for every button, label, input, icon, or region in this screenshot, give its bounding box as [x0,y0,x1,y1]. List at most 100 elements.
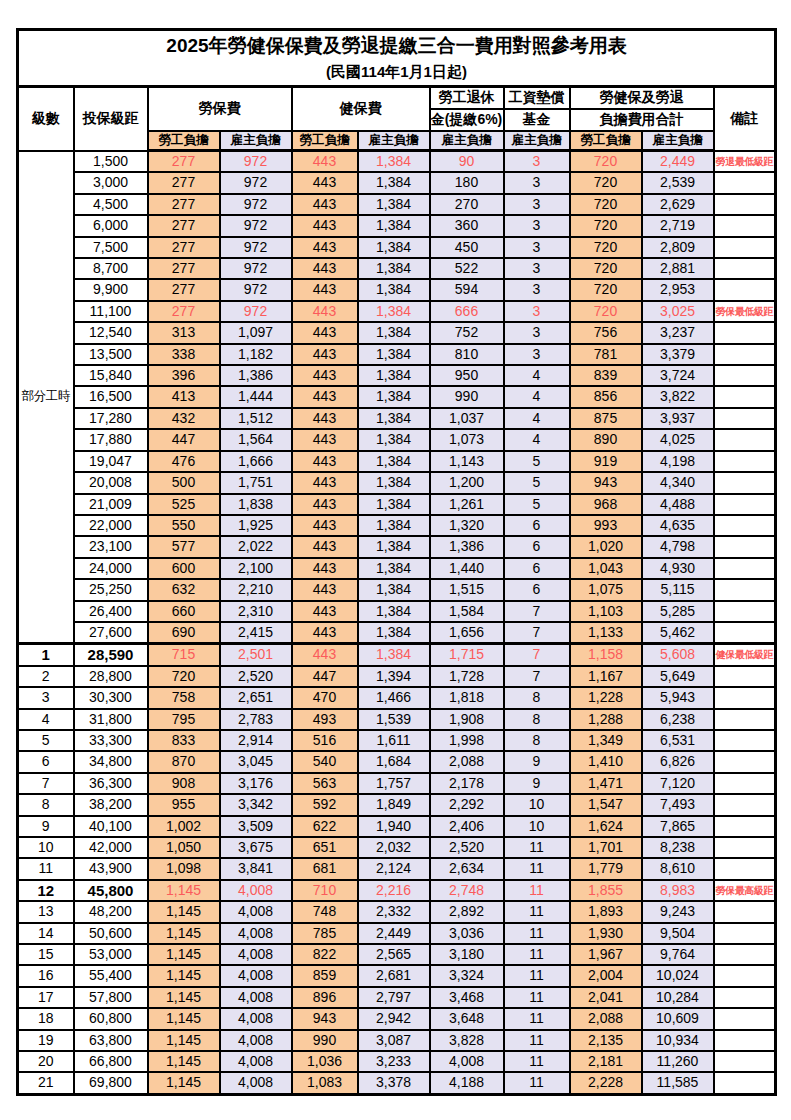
health-employee-cell: 443 [292,408,358,429]
header-note: 備註 [714,87,776,151]
pension-employer-cell: 3,648 [430,1008,504,1029]
labor-employer-cell: 972 [220,172,292,193]
note-cell [714,408,776,429]
labor-employer-cell: 1,182 [220,344,292,365]
labor-employer-cell: 3,176 [220,773,292,794]
bracket-cell: 63,800 [74,1030,148,1051]
table-row: 部分工時1,5002779724431,3849037202,449勞退最低級距 [18,151,776,173]
note-cell [714,579,776,600]
table-row: 1042,0001,0503,6756512,0322,520111,7018,… [18,837,776,858]
health-employee-cell: 443 [292,579,358,600]
header-fund-line1: 工資墊償 [504,87,570,110]
table-row: 838,2009553,3425921,8492,292101,5477,493 [18,794,776,815]
level-cell: 10 [18,837,74,858]
fund-employer-cell: 11 [504,923,570,944]
fund-employer-cell: 3 [504,279,570,300]
bracket-cell: 17,880 [74,429,148,450]
health-employer-cell: 2,797 [358,987,430,1008]
total-employee-cell: 2,181 [570,1051,642,1072]
health-employee-cell: 443 [292,558,358,579]
bracket-cell: 45,800 [74,880,148,901]
health-employee-cell: 443 [292,472,358,493]
level-cell: 5 [18,730,74,751]
total-employer-cell: 10,284 [642,987,714,1008]
pension-employer-cell: 3,180 [430,944,504,965]
labor-employer-cell: 3,342 [220,794,292,815]
bracket-cell: 17,280 [74,408,148,429]
labor-employer-cell: 1,838 [220,494,292,515]
fund-employer-cell: 11 [504,1030,570,1051]
bracket-cell: 42,000 [74,837,148,858]
table-row: 1143,9001,0983,8416812,1242,634111,7798,… [18,858,776,879]
bracket-cell: 36,300 [74,773,148,794]
fund-employer-cell: 11 [504,987,570,1008]
total-employee-cell: 720 [570,194,642,215]
labor-employer-cell: 2,520 [220,666,292,687]
health-employee-cell: 443 [292,301,358,322]
table-row: 15,8403961,3864431,38495048393,724 [18,365,776,386]
bracket-cell: 43,900 [74,858,148,879]
pension-employer-cell: 1,715 [430,644,504,666]
pension-employer-cell: 594 [430,279,504,300]
labor-employee-cell: 550 [148,515,220,536]
note-cell [714,1072,776,1094]
header-bracket: 投保級距 [74,87,148,151]
subheader-total-employee: 勞工負擔 [570,131,642,151]
note-cell [714,1051,776,1072]
health-employee-cell: 443 [292,237,358,258]
note-cell [714,194,776,215]
health-employer-cell: 3,378 [358,1072,430,1094]
fund-employer-cell: 11 [504,965,570,986]
level-cell: 7 [18,773,74,794]
total-employer-cell: 2,539 [642,172,714,193]
fund-employer-cell: 3 [504,237,570,258]
total-employee-cell: 1,228 [570,687,642,708]
table-row: 4,5002779724431,38427037202,629 [18,194,776,215]
health-employer-cell: 1,384 [358,344,430,365]
note-cell [714,837,776,858]
health-employer-cell: 2,565 [358,944,430,965]
bracket-cell: 50,600 [74,923,148,944]
total-employee-cell: 2,135 [570,1030,642,1051]
table-row: 431,8007952,7834931,5391,90881,2886,238 [18,709,776,730]
total-employer-cell: 4,635 [642,515,714,536]
note-cell [714,944,776,965]
total-employer-cell: 4,488 [642,494,714,515]
health-employer-cell: 1,384 [358,622,430,644]
bracket-cell: 12,540 [74,322,148,343]
labor-employee-cell: 313 [148,322,220,343]
bracket-cell: 38,200 [74,794,148,815]
total-employee-cell: 1,471 [570,773,642,794]
total-employee-cell: 1,288 [570,709,642,730]
health-employee-cell: 447 [292,666,358,687]
table-row: 22,0005501,9254431,3841,32069934,635 [18,515,776,536]
pension-employer-cell: 4,008 [430,1051,504,1072]
fund-employer-cell: 11 [504,1051,570,1072]
table-row: 27,6006902,4154431,3841,65671,1335,462 [18,622,776,644]
total-employer-cell: 8,983 [642,880,714,901]
labor-employee-cell: 1,145 [148,1008,220,1029]
labor-employer-cell: 1,386 [220,365,292,386]
table-row: 228,8007202,5204471,3941,72871,1675,649 [18,666,776,687]
pension-employer-cell: 2,892 [430,901,504,922]
total-employee-cell: 1,075 [570,579,642,600]
table-row: 19,0474761,6664431,3841,14359194,198 [18,451,776,472]
total-employee-cell: 968 [570,494,642,515]
fund-employer-cell: 5 [504,472,570,493]
health-employee-cell: 443 [292,644,358,666]
fund-employer-cell: 11 [504,1008,570,1029]
level-cell: 13 [18,901,74,922]
pension-employer-cell: 90 [430,151,504,173]
pension-employer-cell: 1,143 [430,451,504,472]
pension-employer-cell: 1,037 [430,408,504,429]
note-cell [714,237,776,258]
table-row: 330,3007582,6514701,4661,81881,2285,943 [18,687,776,708]
fund-employer-cell: 6 [504,536,570,557]
level-cell: 14 [18,923,74,944]
level-cell: 12 [18,880,74,901]
bracket-cell: 1,500 [74,151,148,173]
total-employer-cell: 5,285 [642,601,714,622]
health-employee-cell: 443 [292,429,358,450]
health-employee-cell: 443 [292,451,358,472]
health-employer-cell: 1,611 [358,730,430,751]
